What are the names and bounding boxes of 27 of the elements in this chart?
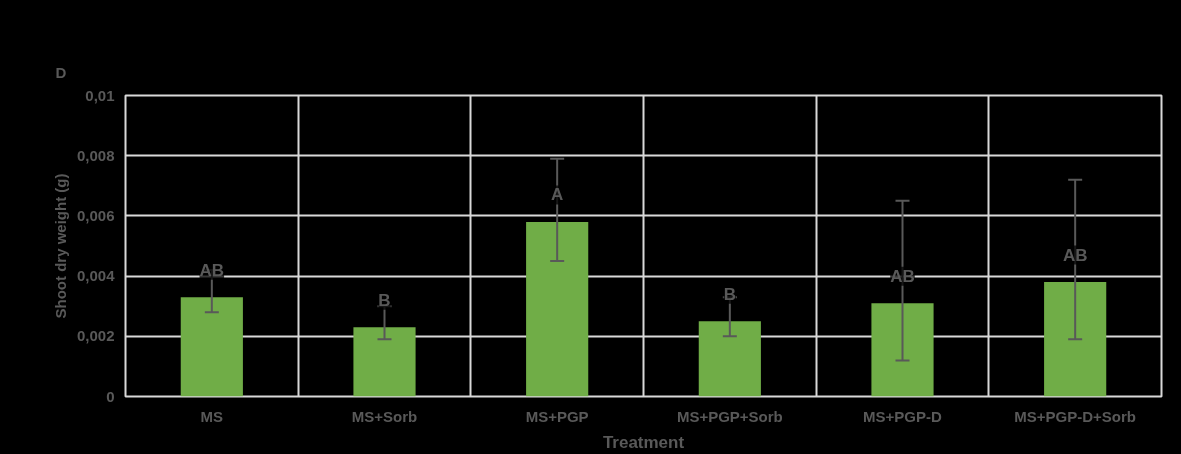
y-tick-label: 0,002 bbox=[76, 327, 115, 345]
y-tick-label: 0,004 bbox=[76, 267, 116, 285]
annotation: AB bbox=[1062, 245, 1088, 265]
bar bbox=[353, 327, 416, 397]
y-tick-label: 0,006 bbox=[76, 206, 115, 224]
x-tick-label: MS bbox=[200, 407, 224, 425]
x-tick-label: MS+PGP bbox=[525, 407, 589, 425]
annotation: B bbox=[723, 284, 736, 304]
y-tick-label: 0,008 bbox=[76, 146, 115, 164]
annotation: A bbox=[551, 185, 564, 205]
bar bbox=[526, 221, 589, 397]
annotation: AB bbox=[199, 260, 225, 280]
y-axis-title: Shoot dry weight (g) bbox=[51, 173, 69, 319]
x-tick-label: MS+PGP-D bbox=[863, 407, 943, 425]
annotation: AB bbox=[890, 266, 915, 286]
x-axis-title: Treatment bbox=[602, 432, 685, 452]
annotation: B bbox=[378, 290, 391, 310]
bar bbox=[180, 297, 243, 397]
chart-title: D bbox=[55, 63, 67, 81]
y-tick-label: 0 bbox=[106, 387, 115, 405]
y-tick-label: 0,01 bbox=[85, 86, 115, 104]
x-tick-label: MS+PGP-D+Sorb bbox=[1014, 407, 1137, 425]
x-tick-label: MS+Sorb bbox=[351, 407, 418, 425]
bar bbox=[1044, 282, 1107, 397]
x-tick-label: MS+PGP+Sorb bbox=[676, 407, 783, 425]
bar bbox=[698, 321, 761, 397]
bar bbox=[871, 303, 934, 397]
